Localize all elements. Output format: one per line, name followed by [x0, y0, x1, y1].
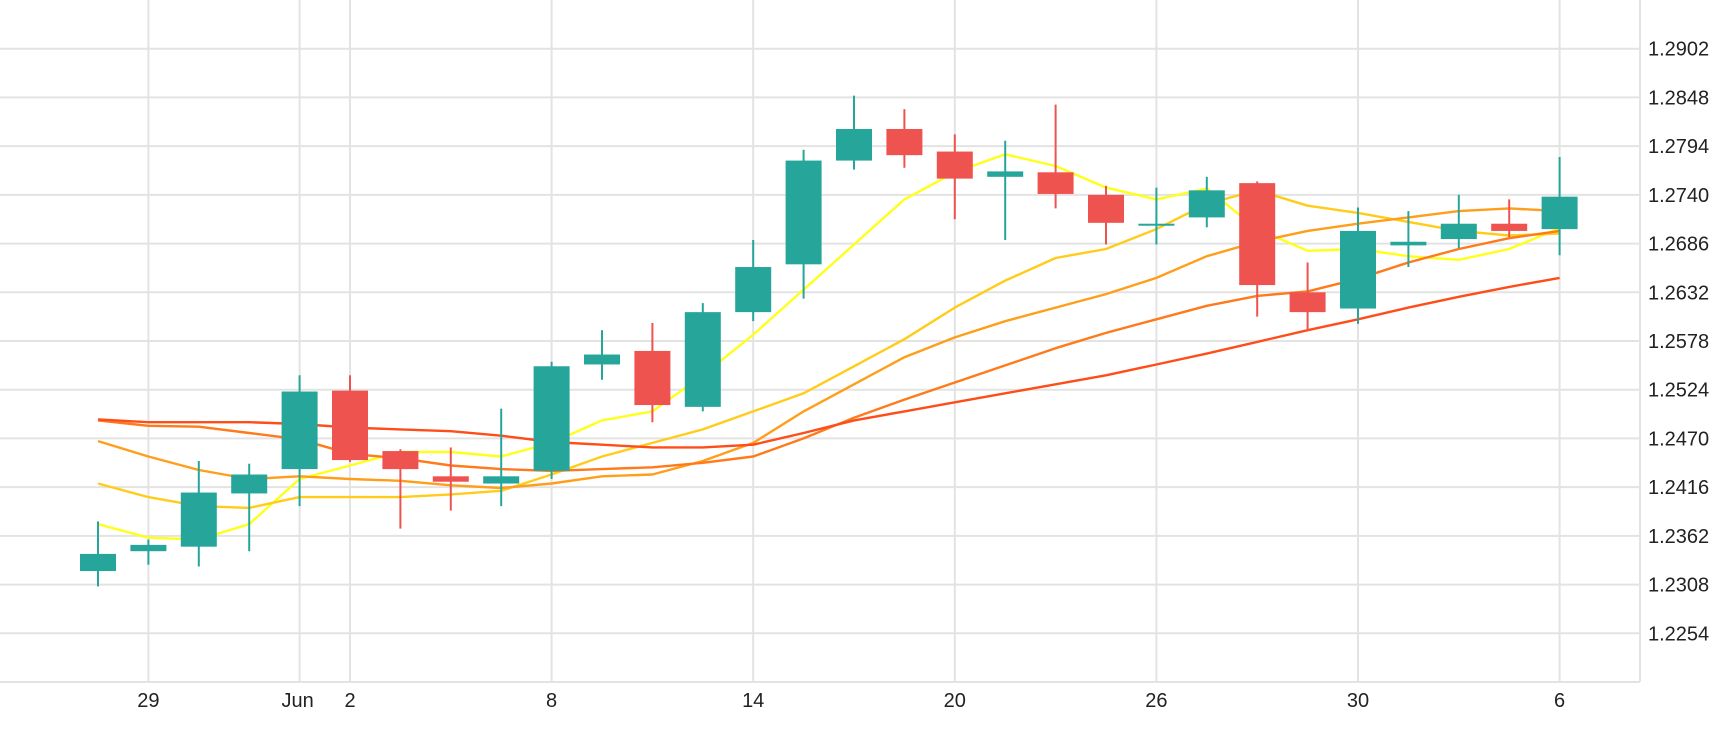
candle — [533, 361, 570, 480]
candle — [836, 95, 872, 170]
candle — [1340, 207, 1376, 324]
candle — [684, 303, 721, 412]
candle-body — [735, 267, 772, 313]
y-tick-label: 1.2254 — [1648, 623, 1709, 645]
candle — [634, 322, 671, 423]
candle — [332, 375, 368, 462]
candle — [584, 330, 620, 380]
candle-body — [1037, 172, 1074, 194]
candle — [1138, 187, 1175, 245]
candle-body — [130, 544, 167, 552]
candle — [130, 539, 167, 565]
candle — [886, 109, 923, 168]
moving-average-line — [97, 153, 1561, 541]
y-tick-label: 1.2794 — [1648, 136, 1709, 158]
candle-body — [584, 354, 620, 365]
candle — [1390, 211, 1427, 268]
candle-body — [1138, 223, 1175, 226]
candle-body — [1491, 223, 1528, 231]
axis-tick-labels: 1.2902 1.2848 1.2794 1.2740 1.2686 1.2632 1.25… — [137, 39, 1709, 712]
x-tick-label: 20 — [944, 690, 966, 712]
y-tick-label: 1.2902 — [1648, 39, 1709, 61]
candle-body — [483, 476, 520, 484]
x-tick-label: 30 — [1347, 690, 1369, 712]
moving-average-lines — [97, 153, 1561, 541]
grid-lines — [0, 0, 1641, 683]
candle — [987, 140, 1024, 240]
y-tick-label: 1.2848 — [1648, 87, 1709, 109]
moving-average-line — [97, 189, 1560, 510]
candle-body — [382, 451, 419, 470]
candle — [180, 460, 217, 567]
candle — [281, 375, 318, 507]
candle-body — [432, 476, 469, 482]
candle-body — [684, 312, 721, 407]
candle-body — [1188, 190, 1225, 218]
x-tick-label: 2 — [344, 690, 355, 712]
candle-body — [1239, 183, 1276, 286]
candle-body — [836, 129, 872, 161]
y-tick-label: 1.2524 — [1648, 380, 1709, 402]
candle — [1088, 185, 1124, 245]
y-tick-label: 1.2308 — [1648, 575, 1709, 597]
y-tick-label: 1.2686 — [1648, 234, 1709, 256]
candle-body — [634, 350, 671, 406]
y-tick-label: 1.2362 — [1648, 526, 1709, 548]
candle-body — [886, 129, 923, 156]
candle — [483, 408, 520, 507]
candle-body — [1541, 196, 1578, 230]
x-tick-label: 8 — [546, 690, 557, 712]
candle-body — [936, 151, 973, 179]
x-tick-label: 26 — [1145, 690, 1167, 712]
candle — [1239, 181, 1276, 317]
candle-body — [1289, 292, 1326, 313]
candle-body — [180, 492, 217, 547]
candle — [1440, 194, 1477, 249]
candle — [1289, 262, 1326, 331]
x-tick-label: 29 — [137, 690, 159, 712]
candle-body — [80, 553, 116, 572]
candle — [1541, 156, 1578, 256]
candle-body — [332, 390, 368, 461]
candle — [382, 449, 419, 529]
candle-body — [1440, 223, 1477, 240]
candle — [1037, 104, 1074, 209]
y-tick-label: 1.2740 — [1648, 185, 1709, 207]
candle — [735, 239, 772, 322]
x-tick-label: 6 — [1554, 690, 1565, 712]
candles — [80, 95, 1578, 587]
y-tick-label: 1.2416 — [1648, 477, 1709, 499]
candle — [432, 447, 469, 511]
candle — [785, 149, 822, 299]
candle-body — [231, 474, 268, 494]
candle-body — [987, 171, 1024, 177]
candle-body — [1088, 194, 1124, 223]
candle — [231, 463, 268, 552]
candle — [1188, 176, 1225, 228]
candle — [936, 134, 973, 220]
y-tick-label: 1.2578 — [1648, 331, 1709, 353]
x-tick-label: Jun — [281, 690, 313, 712]
y-tick-label: 1.2632 — [1648, 282, 1709, 304]
moving-average-line — [97, 207, 1560, 490]
x-tick-label: 14 — [742, 690, 764, 712]
candle-body — [533, 366, 570, 471]
candle-body — [1340, 230, 1376, 309]
candle-body — [281, 391, 318, 470]
candle-body — [1390, 241, 1427, 246]
candle — [80, 521, 116, 587]
candle-body — [785, 160, 822, 265]
candle — [1491, 199, 1528, 238]
y-tick-label: 1.2470 — [1648, 428, 1709, 450]
